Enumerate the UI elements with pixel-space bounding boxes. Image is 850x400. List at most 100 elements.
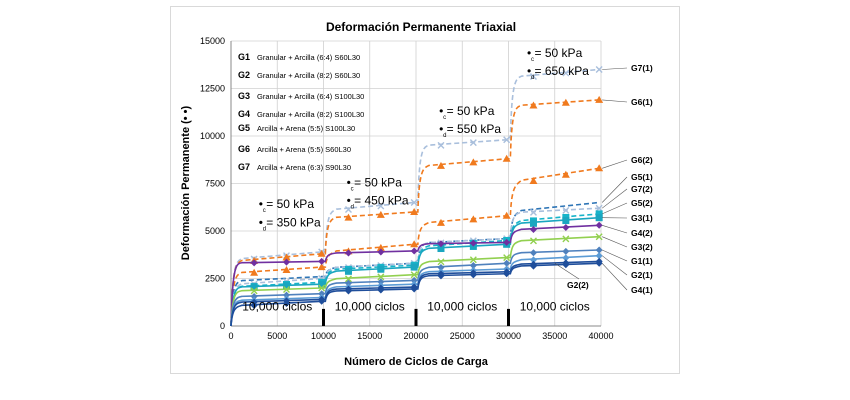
marker-G3(2): [529, 237, 537, 245]
marker-G7(1): [595, 66, 603, 73]
marker-G1(1): [437, 264, 445, 272]
series-label-G3(1): G3(1): [631, 213, 653, 223]
x-tick-label: 15000: [357, 331, 382, 341]
marker-G4(2): [562, 223, 570, 231]
series-label-G7(2): G7(2): [631, 184, 653, 194]
x-tick-label: 30000: [496, 331, 521, 341]
series-label-G4(2): G4(2): [631, 228, 653, 238]
marker-G3(2): [410, 271, 418, 279]
marker-G7(1): [529, 73, 537, 81]
series-label-G2(2): G2(2): [567, 280, 589, 290]
legend-code: G4: [238, 109, 250, 119]
marker-G1(1): [503, 259, 511, 267]
marker-G2(2): [250, 298, 258, 306]
x-tick-label: 5000: [267, 331, 287, 341]
marker-G6(1): [502, 154, 511, 162]
series-layer: [230, 66, 604, 327]
legend-description: Arcilla + Arena (5:5) S100L30: [257, 124, 355, 133]
leader-G4(1): [601, 263, 628, 291]
marker-G2(2): [377, 284, 385, 292]
y-tick-label: 15000: [200, 36, 225, 46]
stress-confining-label: • = 50 kPa: [527, 46, 583, 60]
legend-code: G6: [238, 144, 250, 154]
x-tick-label: 35000: [542, 331, 567, 341]
marker-G4(2): [469, 239, 477, 247]
stress-confining-label: • = 50 kPa: [439, 104, 495, 118]
leader-G4(2): [602, 225, 628, 234]
x-tick-label: 10000: [311, 331, 336, 341]
marker-G6(2): [436, 218, 445, 226]
marker-G6(1): [282, 253, 291, 261]
marker-G6(1): [561, 98, 570, 106]
marker-G4(2): [437, 240, 445, 248]
leader-G7(1): [602, 67, 628, 70]
marker-G2(1): [529, 256, 537, 264]
marker-G3(2): [344, 275, 352, 283]
legend-code: G7: [238, 162, 250, 172]
stress-confining-subscript: c: [531, 57, 534, 63]
stress-deviator-label: • = 550 kPa: [439, 122, 501, 136]
stress-confining-subscript: c: [263, 208, 266, 214]
series-label-G4(1): G4(1): [631, 285, 653, 295]
marker-G6(1): [344, 213, 353, 221]
marker-G6(1): [410, 208, 419, 215]
marker-G2(2): [529, 260, 537, 268]
stress-deviator-subscript: d: [263, 226, 266, 232]
stress-deviator-subscript: d: [443, 133, 446, 139]
stress-confining-label: • = 50 kPa: [259, 197, 315, 211]
marker-G6(2): [595, 164, 604, 172]
chart-svg: Deformación Permanente Triaxial Número d…: [180, 20, 653, 368]
marker-G3(1): [377, 265, 385, 273]
marker-G1(1): [377, 278, 385, 286]
marker-G4(2): [250, 259, 258, 267]
marker-G2(2): [283, 297, 290, 305]
marker-G6(1): [376, 210, 385, 218]
marker-G6(2): [502, 211, 511, 219]
leader-G5(2): [602, 202, 628, 215]
marker-G7(1): [377, 202, 385, 210]
x-tick-label: 20000: [403, 331, 428, 341]
marker-G3(2): [503, 254, 511, 262]
marker-G3(2): [595, 233, 603, 241]
marker-G4(2): [344, 249, 352, 257]
marker-G7(2): [595, 204, 603, 212]
phase-label: 10,000 ciclos: [335, 299, 405, 313]
legend-code: G1: [238, 52, 250, 62]
series-G3(1): [230, 214, 603, 327]
marker-G6(2): [469, 215, 478, 223]
marker-G2(2): [437, 270, 445, 278]
marker-G3(2): [437, 258, 445, 266]
phase-divider: [322, 308, 325, 326]
y-tick-label: 2500: [205, 274, 225, 284]
legend-description: Granular + Arcilla (6:4) S100L30: [257, 92, 364, 101]
y-tick-label: 0: [220, 321, 225, 331]
marker-G6(1): [469, 158, 478, 166]
marker-G3(1): [437, 245, 445, 253]
phase-divider: [414, 308, 418, 326]
marker-G7(1): [344, 206, 352, 214]
marker-G1(1): [529, 249, 537, 257]
stress-deviator-label: • = 450 kPa: [347, 193, 409, 207]
legend-description: Granular + Arcilla (8:2) S60L30: [257, 71, 360, 80]
marker-G4(2): [529, 226, 537, 234]
leader-G2(2): [554, 263, 580, 280]
series-label-G6(2): G6(2): [631, 155, 653, 165]
series-label-G2(1): G2(1): [631, 270, 653, 280]
series-label-G1(1): G1(1): [631, 256, 653, 266]
y-tick-label: 7500: [205, 179, 225, 189]
series-line-G6(1): [230, 99, 600, 327]
legend: G1 Granular + Arcilla (6:4) S60L30 G2 Granu…: [238, 52, 364, 172]
marker-G1(1): [283, 291, 290, 299]
marker-G3(1): [529, 219, 537, 227]
y-axis-title: Deformación Permanente (• •): [180, 105, 192, 260]
stress-confining-label: • = 50 kPa: [347, 175, 403, 189]
marker-G6(2): [282, 266, 291, 274]
y-tick-label: 10000: [200, 131, 225, 141]
legend-code: G3: [238, 91, 250, 101]
legend-description: Arcilla + Arena (6:3) S90L30: [257, 163, 351, 172]
series-line-G3(2): [230, 235, 600, 327]
marker-G2(1): [595, 252, 603, 260]
series-G1(1): [230, 246, 603, 327]
series-label-G6(1): G6(1): [631, 97, 653, 107]
